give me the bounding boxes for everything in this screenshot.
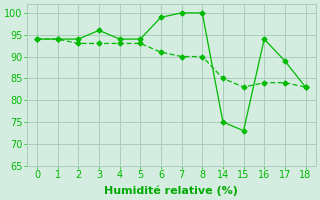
X-axis label: Humidité relative (%): Humidité relative (%) [104,185,238,196]
